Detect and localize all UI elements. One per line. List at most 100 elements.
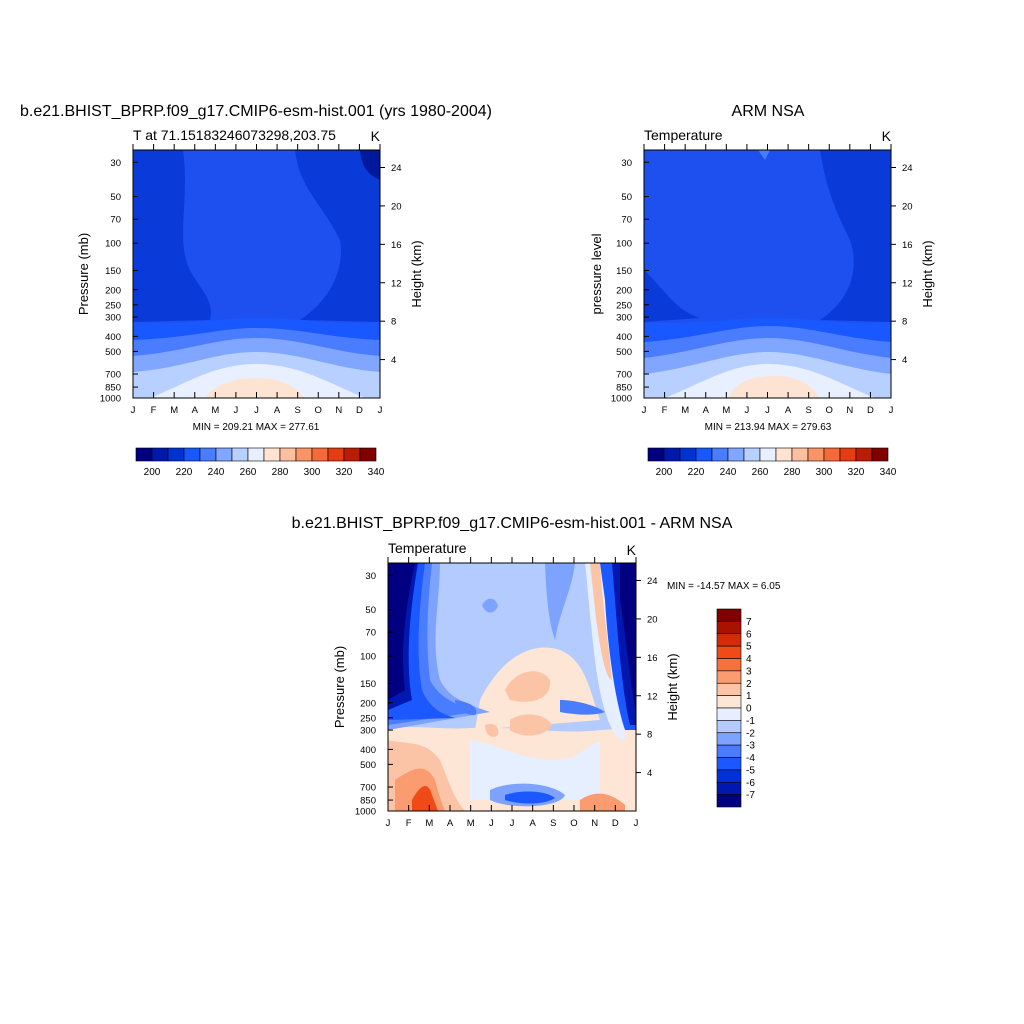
contour-band-cold-upper-left-core [388,563,415,700]
colorbar-swatch [279,447,297,462]
colorbar-swatch [716,720,742,734]
y-axis-right-label: Height (km) [409,240,424,307]
x-tick-label: F [662,405,668,416]
colorbar: 200 220 240 260 280 300 320 340 [135,447,385,478]
x-tick-label: J [642,405,647,416]
y-axis-label: Pressure (mb) [332,646,347,728]
colorbar-swatch [711,447,729,462]
colorbar-swatch [807,447,825,462]
colorbar-swatch [716,757,742,771]
panel-subtitle-left: T at 71.15183246073298,203.75 [133,127,336,143]
colorbar-label: 1 [746,691,752,702]
x-tick-label: O [570,818,577,829]
colorbar-swatch [855,447,873,462]
x-tick-label: M [211,405,219,416]
colorbar-swatch [151,447,169,462]
y-axis-right: 24 20 16 12 8 4 [380,163,402,366]
x-tick-label: S [550,818,556,829]
colorbar-label: 2 [746,679,752,690]
colorbar-swatch [871,447,889,462]
panel-subtitle-right: K [882,128,892,144]
y-tick-label: 100 [360,652,376,663]
colorbar-label: -5 [746,765,755,776]
panel-subtitle-right: K [627,542,637,558]
y-right-tick-label: 4 [391,355,396,366]
x-tick-label: J [386,818,391,829]
colorbar-label: -4 [746,753,755,764]
contour-field [388,563,636,811]
y-tick-label: 70 [621,215,632,226]
y-tick-label: 50 [621,192,632,203]
x-tick-label: M [722,405,730,416]
colorbar-swatch [135,447,153,462]
y-right-tick-label: 24 [647,576,658,587]
colorbar-label: 240 [208,467,225,478]
colorbar-swatch [716,670,742,684]
x-tick-label: D [867,405,874,416]
y-tick-label: 700 [360,783,376,794]
y-tick-label: 1000 [611,394,632,405]
y-tick-label: 50 [110,192,121,203]
y-tick-label: 500 [105,347,121,358]
x-tick-label: J [254,405,259,416]
y-axis-label: Pressure (mb) [76,233,91,315]
y-tick-label: 100 [616,239,632,250]
contour-band-warm-right-plume [590,563,612,680]
colorbar-label: 6 [746,629,752,640]
contour-band-surface [205,378,305,398]
colorbar-swatch [716,621,742,635]
colorbar-label: 340 [880,467,897,478]
y-tick-label: 70 [110,215,121,226]
x-tick-label: J [489,818,494,829]
colorbar-swatch [716,781,742,795]
x-tick-label: S [805,405,811,416]
panel-subtitle-left: Temperature [388,540,467,556]
contour-band-cold-streak-3 [455,700,477,715]
x-tick-label: M [170,405,178,416]
x-tick-label: J [234,405,239,416]
y-tick-label: 200 [105,285,121,296]
colorbar-swatch [199,447,217,462]
x-tick-label: F [151,405,157,416]
colorbar-swatch [716,744,742,758]
x-tick-label: N [335,405,342,416]
panel-subtitle-left: Temperature [644,127,723,143]
y-axis-label: pressure level [589,233,604,314]
colorbar-label: 7 [746,617,752,628]
x-tick-label: J [889,405,894,416]
y-axis-right: 24 20 16 12 8 4 [636,576,658,779]
y-tick-label: 1000 [100,394,121,405]
contour-band-near-zero-low [470,740,600,800]
min-max-stats: MIN = 209.21 MAX = 277.61 [193,422,320,433]
colorbar-swatch [759,447,777,462]
contour-band-cold-upper-right-core [620,563,636,715]
colorbar-label: 200 [656,467,673,478]
colorbar-swatch [716,732,742,746]
x-tick-label: A [785,405,792,416]
y-right-tick-label: 8 [902,317,907,328]
x-tick-label: J [634,818,639,829]
y-tick-label: 150 [360,679,376,690]
y-tick-label: 850 [105,383,121,394]
colorbar-label: 320 [336,467,353,478]
colorbar-label: 300 [304,467,321,478]
x-tick-label: J [765,405,770,416]
contour-band-cold-streak [545,563,575,640]
colorbar-label: -1 [746,716,755,727]
y-tick-label: 50 [365,605,376,616]
colorbar-swatch [716,769,742,783]
y-tick-label: 300 [616,313,632,324]
x-tick-label: S [294,405,300,416]
colorbar-swatch [343,447,361,462]
y-tick-label: 300 [360,726,376,737]
colorbar-label: 260 [752,467,769,478]
y-right-tick-label: 16 [647,653,658,664]
colorbar-swatch [716,707,742,721]
x-tick-label: D [612,818,619,829]
contour-band-surface [728,376,820,398]
x-tick-label: A [703,405,710,416]
colorbar: 200 220 240 260 280 300 320 340 [647,447,897,478]
y-right-tick-label: 12 [902,278,913,289]
